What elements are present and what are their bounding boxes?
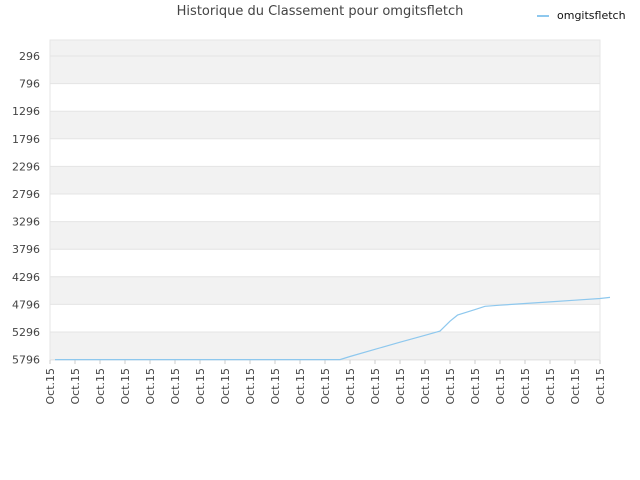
y-tick-label: 1796 [12,133,40,146]
x-tick-label: Oct.15 [494,368,507,405]
y-tick-label: 5296 [12,326,40,339]
x-tick-label: Oct.15 [169,368,182,405]
legend-swatch [537,14,549,17]
x-tick-label: Oct.15 [394,368,407,405]
plot-band [50,249,600,277]
x-tick-label: Oct.15 [569,368,582,405]
legend[interactable]: omgitsfletch [537,9,626,22]
y-tick-label: 2296 [12,160,40,173]
plot-band [50,332,600,360]
y-tick-label: 296 [19,50,40,63]
y-tick-label: 796 [19,78,40,91]
x-tick-label: Oct.15 [44,368,57,405]
x-tick-label: Oct.15 [344,368,357,405]
legend-label: omgitsfletch [557,9,626,22]
series-line[interactable] [55,296,611,361]
plot-band [50,138,600,167]
plot-band [50,276,600,305]
plot-band [50,40,600,84]
x-tick-label: Oct.15 [469,368,482,405]
x-tick-label: Oct.15 [144,368,157,405]
plot-band [50,111,600,139]
plot-band [50,221,600,250]
x-tick-label: Oct.15 [294,368,307,405]
y-tick-label: 1296 [12,105,40,118]
plot-band [50,194,600,222]
plot-band [50,166,600,194]
x-tick-label: Oct.15 [369,368,382,405]
y-tick-label: 3296 [12,216,40,229]
x-tick-label: Oct.15 [94,368,107,405]
plot-band [50,83,600,112]
y-tick-label: 2796 [12,188,40,201]
x-tick-label: Oct.15 [119,368,132,405]
x-tick-label: Oct.15 [319,368,332,405]
x-tick-label: Oct.15 [419,368,432,405]
x-tick-label: Oct.15 [69,368,82,405]
plot-band [50,304,600,332]
x-tick-label: Oct.15 [244,368,257,405]
chart-title: Historique du Classement pour omgitsflet… [176,4,464,19]
x-tick-label: Oct.15 [194,368,207,405]
y-tick-label: 4796 [12,298,40,311]
x-tick-label: Oct.15 [219,368,232,405]
x-tick-label: Oct.15 [519,368,532,405]
x-tick-label: Oct.15 [269,368,282,405]
x-tick-label: Oct.15 [544,368,557,405]
y-tick-label: 5796 [12,354,40,367]
x-tick-label: Oct.15 [594,368,607,405]
x-tick-label: Oct.15 [444,368,457,405]
y-tick-label: 3796 [12,243,40,256]
y-tick-label: 4296 [12,271,40,284]
